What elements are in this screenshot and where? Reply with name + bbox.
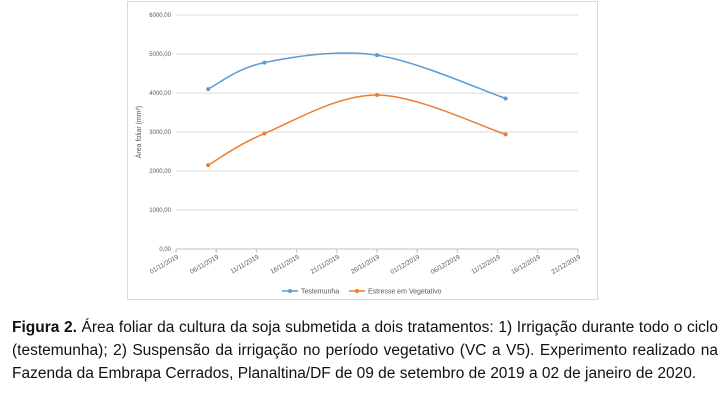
x-tick-label: 06/12/2019 [430,253,462,276]
legend-label: Estresse em Vegetativo [368,289,442,296]
y-tick-label: 2000,00 [149,169,171,175]
caption-text: Área foliar da cultura da soja submetida… [12,319,718,382]
data-point [503,96,508,101]
data-point [375,92,379,97]
y-tick-label: 3000,00 [149,130,171,136]
data-point [206,87,211,92]
data-point [503,132,508,137]
x-tick-label: 21/12/2019 [550,253,582,276]
x-tick-label: 11/11/2019 [230,253,261,275]
y-tick-label: 1000,00 [149,208,171,214]
data-point [262,60,267,65]
legend-marker [355,289,359,293]
legend-label: Testemunha [301,289,339,296]
x-tick-label: 01/12/2019 [390,253,422,276]
x-tick-label: 16/12/2019 [510,253,542,276]
figure-caption: Figura 2. Área foliar da cultura da soja… [12,316,718,385]
y-tick-label: 0,00 [159,247,171,253]
line-chart: 0,00 1000,00 2000,00 3000,00 4000,00 5000,00 6… [134,13,582,296]
x-tick-label: 06/11/2019 [189,253,221,275]
y-tick-label: 5000,00 [149,52,171,58]
legend-marker [288,289,292,293]
y-axis-title: Área foliar (mm²) [134,106,143,159]
series-line-2 [207,94,506,166]
x-tick-label: 21/11/2019 [310,253,342,275]
caption-label: Figura 2. [12,319,77,336]
x-tick-label: 11/12/2019 [470,253,502,275]
data-point [206,163,211,168]
y-tick-label: 6000,00 [149,13,171,19]
x-tick-label: 16/11/2019 [269,253,301,275]
data-point [375,53,379,58]
x-tick-label: 26/11/2019 [350,253,382,275]
x-tick-label: 01/11/2019 [149,253,181,275]
series-line-1 [207,52,506,100]
y-tick-label: 4000,00 [149,91,171,97]
data-point [262,131,267,136]
chart-area [127,1,598,300]
